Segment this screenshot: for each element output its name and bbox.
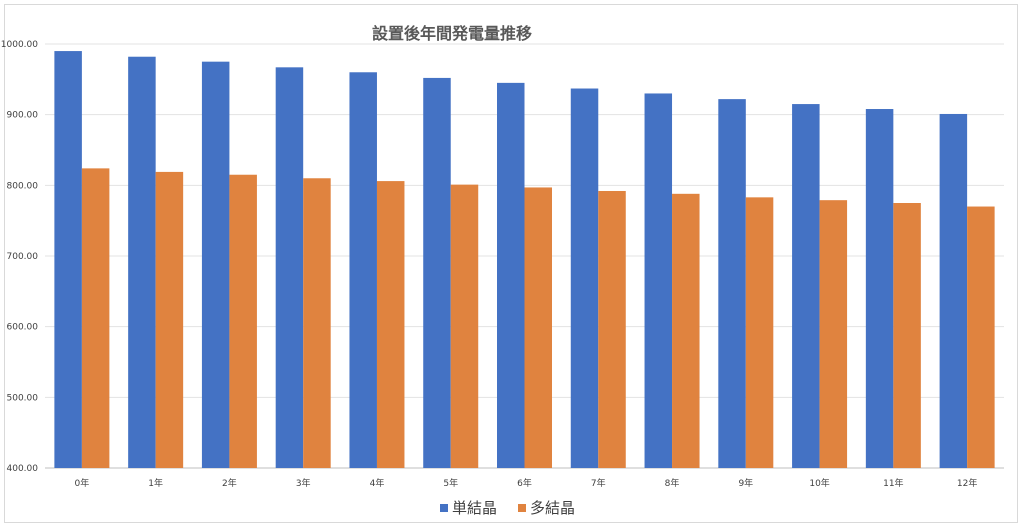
bar xyxy=(967,206,995,469)
bar xyxy=(865,109,894,468)
bar xyxy=(349,72,377,469)
bar xyxy=(672,193,700,468)
x-tick-label: 8年 xyxy=(665,477,680,489)
x-tick-label: 1年 xyxy=(148,477,163,489)
bar xyxy=(819,200,848,468)
chart-frame xyxy=(4,4,1018,523)
x-tick-label: 0年 xyxy=(75,477,90,489)
x-tick-label: 5年 xyxy=(443,477,458,489)
x-tick-label: 2年 xyxy=(222,477,237,489)
bar xyxy=(376,181,405,469)
x-tick-label: 6年 xyxy=(517,477,532,489)
y-tick-label: 400.00 xyxy=(7,464,39,474)
bar xyxy=(792,104,820,469)
bar xyxy=(128,56,156,468)
bar xyxy=(718,99,746,469)
x-tick-label: 9年 xyxy=(738,477,753,489)
bar xyxy=(54,51,82,469)
bar xyxy=(644,93,673,468)
bar xyxy=(524,187,552,468)
legend-swatch xyxy=(518,504,526,512)
x-tick-label: 7年 xyxy=(591,477,606,489)
legend-label: 単結晶 xyxy=(452,499,497,517)
x-tick-label: 10年 xyxy=(809,477,829,489)
bar xyxy=(303,178,331,468)
bar xyxy=(155,171,184,468)
bars xyxy=(54,51,995,469)
bar xyxy=(497,82,525,468)
bar xyxy=(450,184,479,469)
y-tick-label: 900.00 xyxy=(7,111,39,121)
y-tick-label: 800.00 xyxy=(7,181,39,191)
x-axis: 0年 1年 2年 3年 4年 5年 6年 7年 8年 9年 10年 11年 12年 xyxy=(75,477,978,489)
y-tick-label: 600.00 xyxy=(7,323,39,333)
y-tick-label: 500.00 xyxy=(7,393,39,403)
legend: 単結晶 多結晶 xyxy=(440,499,575,517)
y-tick-label: 1000.00 xyxy=(1,40,38,50)
bar xyxy=(598,190,626,468)
bar xyxy=(229,174,257,468)
x-tick-label: 3年 xyxy=(296,477,311,489)
legend-swatch xyxy=(440,504,448,512)
bar xyxy=(81,168,110,468)
bar xyxy=(201,61,230,469)
bar xyxy=(893,203,921,468)
y-axis: 400.00 500.00 600.00 700.00 800.00 900.00 1000… xyxy=(1,40,38,474)
legend-label: 多結晶 xyxy=(530,499,575,517)
bar xyxy=(939,113,968,469)
x-tick-label: 4年 xyxy=(370,477,385,489)
bar xyxy=(570,88,599,469)
bar xyxy=(275,67,304,468)
x-tick-label: 12年 xyxy=(957,477,977,489)
chart-title: 設置後年間発電量推移 xyxy=(372,24,532,43)
bar xyxy=(745,197,774,468)
bar xyxy=(423,77,451,469)
x-tick-label: 11年 xyxy=(883,477,903,489)
y-tick-label: 700.00 xyxy=(7,252,39,262)
